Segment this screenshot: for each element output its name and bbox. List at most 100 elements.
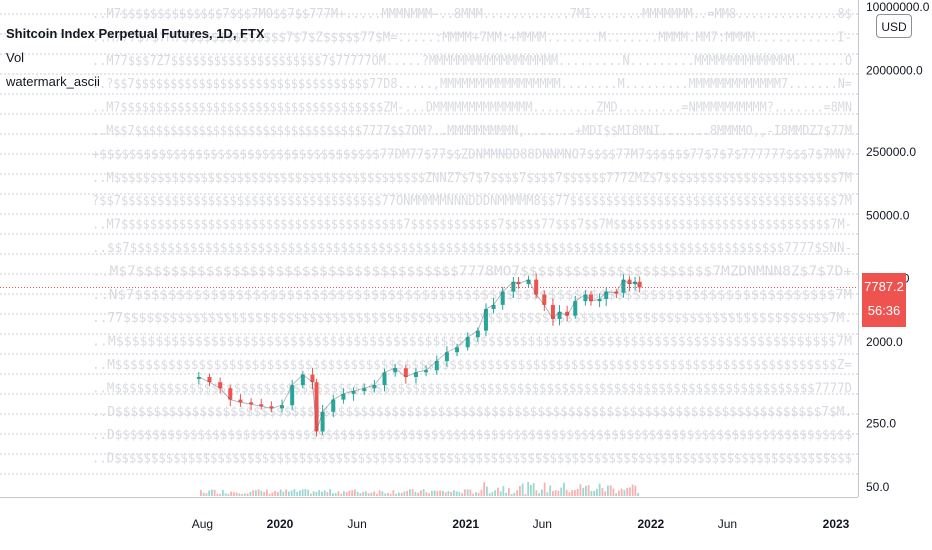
- volume-bar: [312, 491, 315, 496]
- volume-bar: [260, 490, 263, 496]
- volume-bar: [205, 493, 208, 496]
- candle-body: [637, 281, 642, 288]
- candle-body: [341, 393, 346, 400]
- volume-bar: [304, 489, 307, 496]
- volume-bar: [227, 493, 230, 496]
- watermark-ascii-line: ..?$$7$$$$$$$$$$$$$$$$$$$$$$$$$$$$$$$$$7…: [92, 77, 852, 92]
- volume-bar: [587, 485, 590, 496]
- price-axis-tick-label: 250000.0: [866, 145, 916, 159]
- volume-bar: [257, 489, 260, 496]
- volume-bar: [359, 493, 362, 496]
- volume-bar: [546, 492, 549, 496]
- volume-bar: [389, 493, 392, 496]
- volume-bar: [381, 491, 384, 496]
- candle-body: [314, 382, 319, 432]
- volume-bar: [326, 492, 329, 496]
- volume-bar: [395, 493, 398, 496]
- volume-bar: [378, 490, 381, 496]
- volume-bar: [634, 485, 637, 496]
- volume-bar: [568, 492, 571, 496]
- watermark-ascii-line: ..M$$$$$$$$$$$$$$$$$$$$$$$$$$$$$$$$$$$$$…: [92, 358, 852, 373]
- candle-body: [511, 281, 516, 292]
- volume-bar: [398, 492, 400, 496]
- volume-bar: [271, 492, 274, 496]
- volume-bar: [318, 490, 321, 496]
- volume-bar: [521, 483, 524, 496]
- candle-body: [491, 304, 496, 310]
- volume-bar: [554, 490, 557, 496]
- volume-bar: [299, 490, 301, 496]
- watermark-ascii-line: ?$$7$$$$$$$$$$$$$$$$$$$$$$$$$$$$$$$$$$$$…: [92, 194, 852, 209]
- volume-bar: [337, 491, 340, 496]
- volume-bar: [321, 491, 323, 496]
- candle-body: [300, 374, 305, 386]
- volume-bar: [345, 492, 348, 496]
- volume-bar: [576, 489, 579, 496]
- candle-body: [526, 279, 531, 285]
- volume-bar: [362, 491, 365, 496]
- candle-body: [280, 405, 285, 409]
- watermark-ascii-line: ..N$7$$$$$$$$$$$$$$$$$$$$$$$$$$$$$$$$$$$…: [92, 288, 852, 303]
- candle-body: [434, 361, 439, 371]
- volume-bar: [208, 490, 211, 496]
- chart-title: Shitcoin Index Perpetual Futures, 1D, FT…: [6, 26, 265, 41]
- volume-bar: [301, 489, 304, 496]
- volume-bar: [241, 493, 244, 496]
- volume-bar: [293, 489, 296, 496]
- volume-bar: [524, 493, 527, 496]
- candle-body: [475, 330, 480, 338]
- candle-body: [413, 372, 418, 377]
- candle-body: [588, 294, 593, 302]
- volume-bar: [475, 492, 477, 496]
- time-axis-tick-label: 2022: [637, 517, 664, 531]
- volume-bar: [455, 491, 458, 496]
- candle-body: [310, 374, 315, 383]
- volume-bar: [216, 493, 219, 496]
- volume-bar: [480, 489, 483, 496]
- watermark-ascii-line: ..D$$$$$$$$$$$$$$$$$$$$$$$$$$$$$$$$$$$$$…: [92, 428, 852, 443]
- volume-bar: [565, 489, 568, 496]
- volume-bar: [618, 490, 620, 496]
- volume-bar: [631, 484, 634, 496]
- candle-body: [290, 385, 295, 406]
- currency-button[interactable]: USD: [876, 14, 912, 38]
- volume-bar: [233, 492, 235, 496]
- candle-body: [565, 311, 570, 316]
- volume-bar: [370, 492, 373, 496]
- volume-bar: [609, 485, 612, 496]
- volume-bar: [315, 492, 318, 496]
- volume-bar: [486, 486, 488, 496]
- volume-bar: [626, 488, 629, 496]
- time-axis-tick-label: Jun: [718, 517, 737, 531]
- volume-bar: [571, 490, 574, 496]
- volume-bar: [612, 488, 615, 496]
- volume-bar: [560, 487, 563, 496]
- volume-bar: [387, 492, 389, 496]
- time-axis-tick-label: Aug: [192, 517, 213, 531]
- volume-bar: [447, 491, 450, 496]
- volume-bar: [288, 491, 290, 496]
- volume-bar: [527, 482, 530, 496]
- volume-bar: [384, 493, 387, 496]
- candle-body: [362, 388, 367, 391]
- volume-bar: [557, 490, 560, 496]
- volume-bar: [607, 485, 609, 496]
- price-axis-tick-label: 250.0: [866, 417, 896, 431]
- candle-body: [393, 368, 398, 373]
- candle-body: [627, 279, 632, 285]
- volume-bar: [307, 489, 310, 496]
- volume-bar: [439, 490, 442, 496]
- volume-bar: [519, 485, 521, 496]
- price-axis-tick-label: 2000.0: [866, 335, 903, 349]
- candle-body: [455, 347, 460, 353]
- watermark-ascii-line: ..$$7$$$$$$$$$$$$$$$$$$$$$$$$$$$$$$$$$$$…: [92, 241, 852, 256]
- volume-bar: [444, 492, 447, 496]
- candle-body: [483, 309, 488, 331]
- candle-body: [372, 385, 377, 389]
- volume-indicator-label[interactable]: Vol: [6, 50, 25, 65]
- watermark-indicator-label[interactable]: watermark_ascii: [6, 74, 100, 89]
- volume-bar: [477, 492, 480, 496]
- volume-bar: [310, 493, 312, 496]
- volume-bar: [535, 490, 538, 496]
- volume-bar: [296, 491, 299, 496]
